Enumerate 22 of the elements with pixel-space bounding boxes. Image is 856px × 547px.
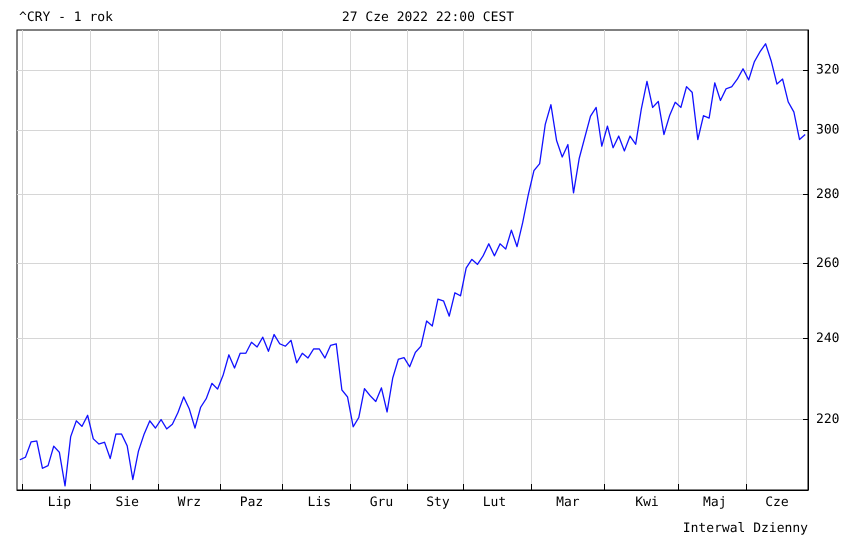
chart-title: ^CRY - 1 rok [19, 10, 114, 25]
x-tick-label: Lip [48, 495, 72, 510]
y-tick-label: 300 [816, 122, 840, 138]
x-tick-label: Kwi [635, 495, 659, 510]
y-tick-label: 240 [816, 330, 840, 346]
y-tick-label: 320 [816, 62, 840, 78]
x-tick-label: Sie [115, 495, 140, 510]
text: Interwal Dzienny [682, 521, 808, 536]
line-series [19, 43, 806, 487]
x-tick-label: Cze [765, 495, 789, 510]
y-tick-label: 260 [816, 256, 840, 272]
y-tick-label: 280 [816, 187, 840, 202]
x-tick-label: Paz [240, 495, 264, 510]
y-tick-label: 220 [816, 412, 840, 428]
x-tick-label: Lut [482, 495, 506, 510]
x-tick-label: Gru [370, 495, 394, 510]
x-tick-label: Mar [556, 495, 580, 510]
x-tick-label: Lis [308, 495, 332, 510]
x-tick-label: Wrz [178, 495, 202, 510]
x-tick-label: Maj [703, 495, 727, 510]
x-tick-label: Sty [426, 495, 450, 510]
chart-subtitle: 27 Cze 2022 22:00 CEST [342, 10, 514, 25]
